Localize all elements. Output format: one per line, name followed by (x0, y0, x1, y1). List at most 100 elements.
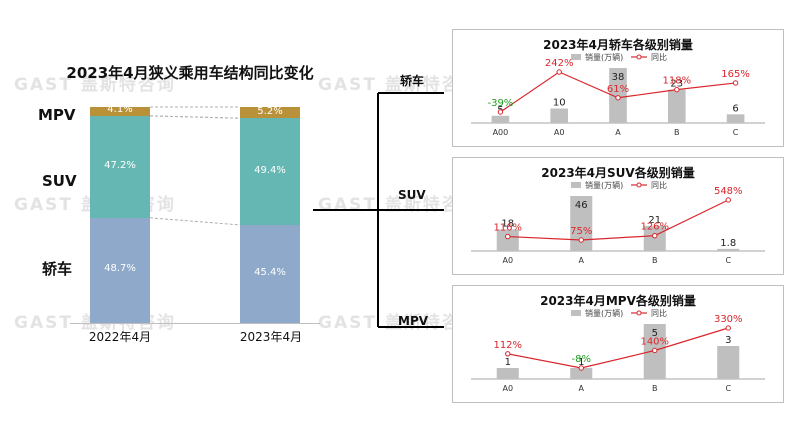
volume-bar-label: 21 (648, 215, 661, 226)
stack-segment-0-1: 47.2% (90, 115, 150, 218)
yoy-label: -39% (487, 98, 513, 109)
volume-bar (496, 368, 519, 379)
x-tick-label: A0 (502, 384, 513, 393)
legend-bar-swatch (571, 310, 581, 316)
x-tick-label: A0 (502, 256, 513, 265)
stack-connector-line (149, 115, 241, 119)
yoy-label: 116% (493, 223, 522, 234)
yoy-point (725, 325, 731, 331)
legend-bar-label: 销量(万辆) (585, 52, 623, 62)
suv-panel-chart: 销量(万辆) 同比 18 A0 46 A 21 B 1.8 C 116% 75% 126% 548% (471, 180, 765, 265)
legend-bar-swatch (571, 54, 581, 60)
x-axis-line (70, 323, 320, 324)
yoy-point (497, 109, 504, 115)
volume-bar-label: 46 (575, 200, 588, 211)
suv-panel: 2023年4月SUV各级别销量 销量(万辆) 同比 18 A0 46 A 21 B 1.8 C 11… (452, 157, 784, 275)
volume-bar-label: 23 (670, 79, 683, 90)
segment-label-suv: SUV (42, 172, 77, 190)
volume-bar-label: 1.8 (720, 238, 736, 249)
volume-bar-label: 10 (553, 98, 566, 109)
yoy-point (674, 86, 680, 93)
bracket-label-mpv: MPV (398, 314, 429, 328)
x-tick-label: B (652, 384, 658, 393)
stack-connectors (149, 106, 241, 226)
main-chart-title: 2023年4月狭义乘用车结构同比变化 (66, 64, 314, 82)
yoy-point (505, 233, 511, 240)
yoy-point (732, 80, 739, 86)
legend-line-marker (636, 182, 642, 188)
legend-line-label: 同比 (651, 52, 667, 62)
yoy-point (725, 197, 731, 203)
sedan-panel-title: 2023年4月轿车各级别销量 (543, 38, 693, 52)
x-tick-label: B (652, 256, 658, 265)
yoy-label: 140% (640, 336, 669, 347)
x-tick-label: C (733, 128, 739, 137)
legend-line-label: 同比 (651, 180, 667, 190)
yoy-line (507, 327, 729, 369)
stacked-bar-area: 48.7% 47.2% 4.1% 45.4% 49.4% 5.2% (90, 104, 300, 323)
yoy-point (615, 95, 621, 101)
yoy-label: 126% (640, 222, 669, 233)
yoy-label: -8% (572, 354, 591, 365)
segment-label-sedan: 轿车 (42, 260, 73, 278)
stack-segment-0-0: 48.7% (90, 217, 150, 323)
mpv-panel: 2023年4月MPV各级别销量 销量(万辆) 同比 1 A0 1 A 5 B 3 C 112% -8%… (452, 285, 784, 403)
volume-bar (717, 346, 740, 379)
bracket-label-sedan: 轿车 (400, 74, 425, 88)
x-tick-label: A (579, 384, 585, 393)
yoy-label: 61% (607, 84, 629, 95)
watermark-4: GAST 盖斯特咨询 (318, 75, 480, 95)
x-tick-label: A (579, 256, 585, 265)
sedan-panel: 2023年4月轿车各级别销量 销量(万辆)同比5A0010A038A23B6C-… (452, 29, 784, 147)
watermark-1: GAST 盖斯特咨询 (14, 75, 176, 95)
x-tick-label: A (615, 128, 621, 137)
stack-segment-1-2: 5.2% (240, 106, 300, 119)
yoy-label: 75% (570, 226, 592, 237)
volume-bar-label: 18 (501, 218, 514, 229)
x-tick-label: C (725, 384, 731, 393)
yoy-label: 242% (545, 58, 574, 69)
volume-bar (570, 368, 593, 379)
volume-bar-label: 1 (578, 357, 584, 368)
yoy-point (652, 232, 658, 239)
stack-segment-label: 47.2% (104, 159, 136, 171)
segment-label-mpv: MPV (38, 106, 76, 124)
yoy-point (556, 69, 562, 75)
legend-bar-label: 销量(万辆) (585, 308, 623, 318)
yoy-label: 330% (714, 314, 743, 325)
yoy-point (652, 347, 658, 354)
volume-bar-label: 38 (612, 72, 625, 83)
x-tick-2022: 2022年4月 (88, 330, 152, 344)
suv-panel-title: 2023年4月SUV各级别销量 (541, 166, 695, 180)
yoy-point (578, 237, 584, 243)
mpv-panel-title: 2023年4月MPV各级别销量 (540, 294, 696, 308)
yoy-line (507, 199, 729, 241)
x-tick-label: A0 (554, 128, 565, 137)
legend-line-marker (636, 310, 642, 316)
stack-segment-label: 4.1% (107, 104, 133, 116)
yoy-label: 112% (493, 340, 522, 351)
sedan-panel-chart: 销量(万辆)同比5A0010A038A23B6C-39%242%61%118%1… (471, 52, 765, 137)
volume-bar-label: 5 (652, 328, 658, 339)
bracket-label-suv: SUV (398, 188, 426, 202)
stack-segment-label: 48.7% (104, 263, 136, 275)
stack-segment-1-0: 45.4% (240, 224, 300, 323)
legend-line-label: 同比 (651, 308, 667, 318)
stack-segment-0-2: 4.1% (90, 104, 150, 116)
yoy-label: 118% (663, 76, 692, 87)
legend-bar-label: 销量(万辆) (585, 180, 623, 190)
volume-bar-label: 3 (725, 335, 731, 346)
volume-bar (667, 89, 686, 123)
x-tick-2023: 2023年4月 (239, 330, 303, 344)
volume-bar (570, 196, 593, 251)
volume-bar (726, 114, 745, 123)
x-tick-label: B (674, 128, 680, 137)
stack-segment-label: 45.4% (254, 266, 286, 278)
legend-line-marker (636, 54, 642, 60)
volume-bar (496, 229, 519, 251)
x-tick-label: C (725, 256, 731, 265)
yoy-label: 548% (714, 186, 743, 197)
volume-bar-label: 1 (505, 357, 511, 368)
volume-bar (550, 108, 569, 123)
